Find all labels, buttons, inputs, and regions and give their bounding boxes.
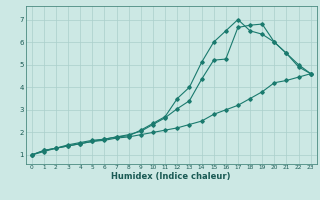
- X-axis label: Humidex (Indice chaleur): Humidex (Indice chaleur): [111, 172, 231, 181]
